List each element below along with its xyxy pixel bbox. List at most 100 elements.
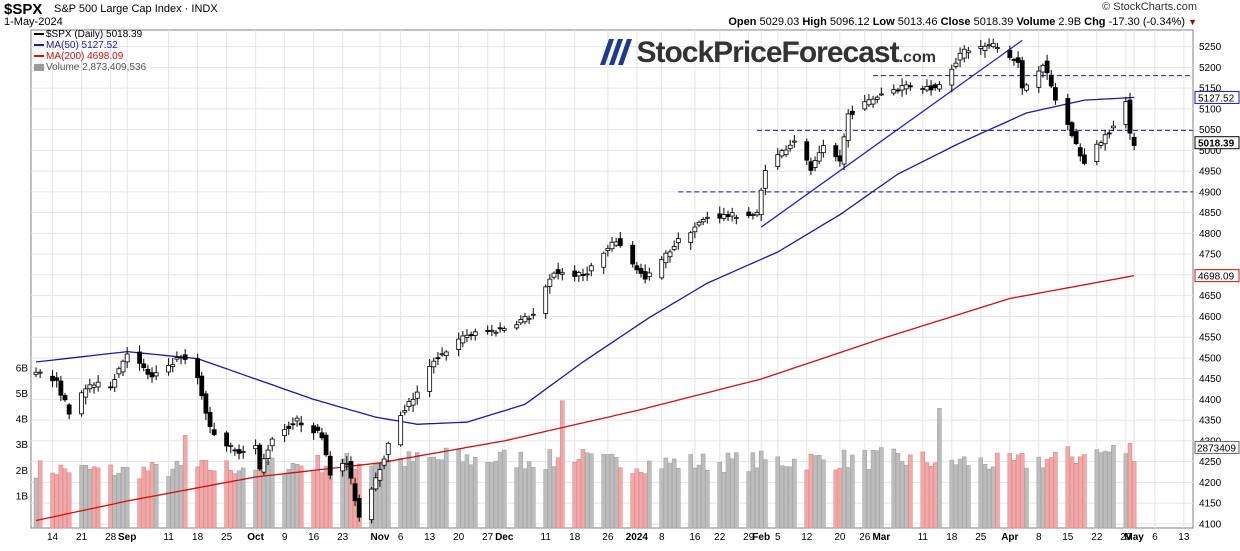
legend-volume-text: Volume 2,873,409,536	[46, 62, 147, 73]
y-tick-label: 4200	[1199, 478, 1222, 489]
candle-body	[439, 353, 445, 356]
volume-bar	[240, 467, 246, 529]
candle-body	[775, 154, 781, 167]
volume-bar	[1107, 451, 1112, 529]
x-tick-label: 21	[76, 532, 88, 543]
candle-body	[166, 365, 172, 373]
candle-body	[315, 426, 321, 431]
volume-bar	[1007, 453, 1013, 529]
volume-bar	[609, 453, 615, 529]
volume-bar	[137, 478, 142, 529]
volume-bar	[787, 466, 793, 529]
volume-bar	[705, 469, 710, 529]
volume-bar	[1102, 450, 1108, 529]
candle-body	[725, 214, 731, 218]
volume-bar	[473, 457, 478, 529]
ma50-swatch-icon	[34, 44, 44, 47]
volume-bar	[746, 471, 751, 529]
candle-body	[841, 136, 847, 165]
candle-body	[700, 219, 706, 223]
candle-body	[199, 375, 205, 397]
volume-bar	[489, 462, 495, 529]
candle-body	[1106, 132, 1112, 135]
volume-bar	[522, 468, 528, 529]
candle-body	[356, 498, 362, 518]
candle-body	[754, 212, 760, 216]
volume-bar	[899, 460, 905, 529]
y-tick-label: 4100	[1199, 519, 1222, 530]
volume-bar	[294, 463, 300, 529]
ma50-price-tag: 5127.52	[1198, 93, 1235, 104]
volume-bar	[493, 460, 499, 529]
candle-body	[638, 268, 644, 274]
volume-bar	[605, 454, 611, 529]
volume-bar	[775, 456, 781, 529]
volume-bar	[763, 459, 768, 529]
volume-bar	[1065, 446, 1071, 529]
y-tick-label: 4150	[1199, 499, 1222, 510]
volume-bar	[1049, 457, 1054, 529]
volume-bar	[833, 469, 839, 529]
volume-bar	[920, 451, 926, 529]
volume-bar	[406, 451, 412, 529]
legend-ma200-text: MA(200) 4698.09	[46, 51, 124, 62]
volume-bar	[502, 449, 507, 529]
volume-bar	[203, 460, 209, 529]
candle-body	[671, 246, 677, 250]
candle-body	[816, 152, 822, 162]
candle-body	[58, 380, 64, 396]
chart-date: 1-May-2024	[4, 16, 63, 28]
x-tick-label: May	[1124, 532, 1144, 543]
candle-body	[849, 110, 855, 115]
volume-bar	[265, 460, 271, 529]
volume-bar	[1082, 454, 1087, 529]
volume-bar	[485, 462, 490, 529]
volume-bar	[443, 447, 449, 529]
candle-body	[750, 214, 756, 216]
legend-ma50-text: MA(50) 5127.52	[46, 40, 118, 51]
candle-body	[965, 50, 971, 54]
x-tick-label: 6	[1152, 532, 1158, 543]
ma200-line	[35, 274, 1135, 522]
x-tick-label: 9	[282, 532, 288, 543]
candle-body	[178, 356, 184, 359]
candle-body	[170, 364, 176, 367]
candle-body	[348, 461, 354, 479]
volume-bar	[908, 454, 913, 529]
volume-tick-label: 6B	[16, 363, 29, 374]
watermark-text: StockPriceForecast	[636, 36, 899, 69]
volume-bar	[91, 466, 97, 529]
volume-bar	[431, 456, 437, 529]
volume-bar	[66, 472, 72, 529]
x-tick-label: Apr	[1001, 532, 1018, 543]
y-tick-label: 5200	[1199, 63, 1222, 74]
candle-body	[675, 238, 681, 244]
candle-body	[717, 213, 723, 219]
x-tick-label: 18	[569, 532, 581, 543]
volume-bar	[874, 450, 880, 529]
legend-ma50: MA(50) 5127.52	[34, 40, 118, 51]
close-value: 5018.39	[973, 16, 1014, 28]
volume-bar	[613, 457, 619, 529]
volume-bar	[589, 453, 594, 529]
candle-body	[37, 371, 43, 374]
volume-bar	[87, 469, 93, 529]
open-label: Open	[728, 16, 757, 28]
volume-bar	[895, 453, 901, 529]
candle-body	[986, 44, 992, 47]
source-credit[interactable]: © StockCharts.com	[1102, 1, 1197, 13]
candle-body	[862, 101, 868, 110]
trendline	[760, 39, 1023, 228]
y-tick-label: 5100	[1199, 104, 1222, 115]
candle-body	[924, 85, 930, 91]
y-tick-label: 4450	[1199, 374, 1222, 385]
y-tick-label: 4950	[1199, 167, 1222, 178]
volume-bar	[576, 459, 582, 529]
candle-body	[182, 354, 188, 360]
candle-body	[1094, 143, 1100, 162]
y-tick-label: 4400	[1199, 395, 1222, 406]
candle-body	[79, 392, 84, 415]
volume-bar	[717, 461, 722, 529]
volume-bar	[688, 454, 693, 529]
volume-bar	[725, 452, 731, 529]
